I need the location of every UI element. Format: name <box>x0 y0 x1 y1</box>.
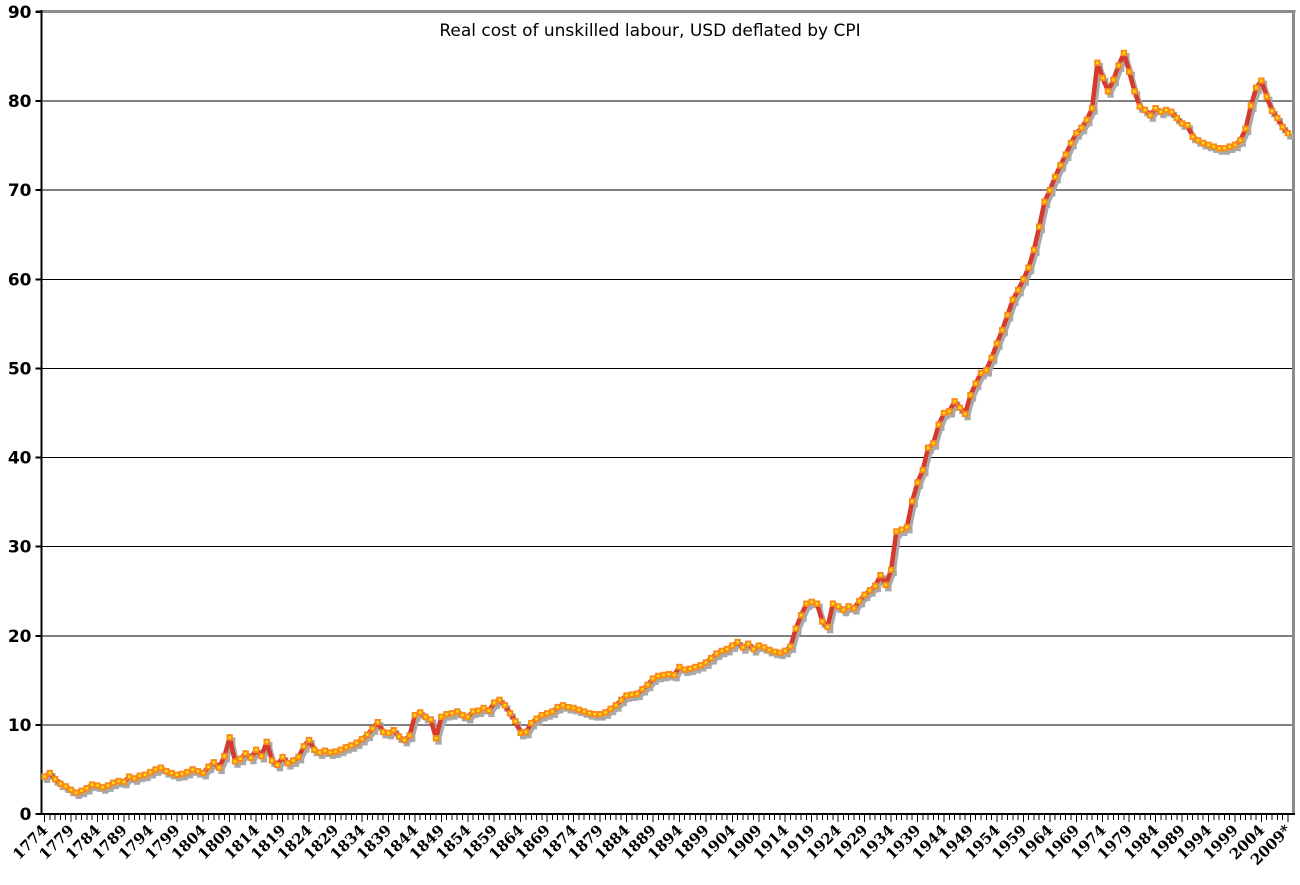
series-line <box>42 50 1291 795</box>
y-tick-label: 30 <box>8 538 32 558</box>
series-shadow <box>43 53 1294 799</box>
gridlines <box>41 100 1294 726</box>
y-tick-label: 50 <box>8 359 32 379</box>
y-axis-labels: 0 10 20 30 40 50 60 70 80 90 <box>8 3 32 825</box>
y-axis-ticks <box>35 11 42 815</box>
axes <box>40 10 1295 815</box>
y-tick-label: 70 <box>8 181 32 201</box>
plot-border-top-right <box>36 10 1296 814</box>
x-axis-labels: 1774177917841789179417991804180918141819… <box>9 821 1295 869</box>
y-tick-label: 20 <box>8 627 32 647</box>
y-tick-label: 60 <box>8 270 32 290</box>
y-tick-label: 0 <box>20 805 32 825</box>
y-tick-label: 10 <box>8 716 32 736</box>
y-tick-label: 80 <box>8 92 32 112</box>
series-markers <box>41 49 1292 796</box>
x-axis-ticks <box>44 815 1289 822</box>
y-tick-label: 40 <box>8 449 32 469</box>
y-tick-label: 90 <box>8 3 32 23</box>
chart-title: Real cost of unskilled labour, USD defla… <box>439 21 861 41</box>
